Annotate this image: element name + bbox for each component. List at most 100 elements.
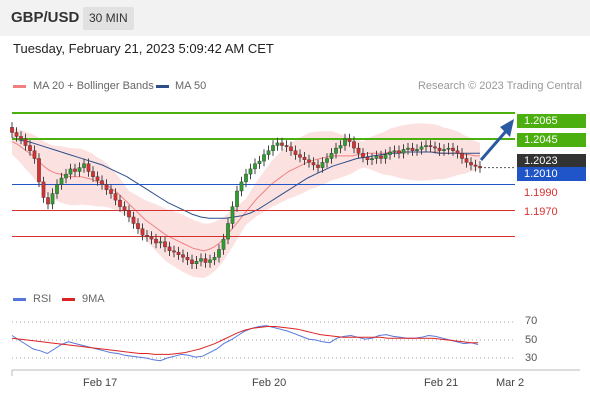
candle [451, 147, 455, 151]
level-label-1-2065: 1.2065 [517, 114, 586, 128]
candle [248, 168, 253, 175]
datetime-label: Tuesday, February 21, 2023 5:09:42 AM CE… [13, 41, 274, 56]
candle [127, 210, 131, 218]
candle [343, 138, 347, 146]
candle [235, 190, 239, 207]
rsi-ma-legend-swatch [62, 298, 75, 301]
candle [50, 193, 55, 205]
candle [212, 257, 217, 261]
candle [316, 164, 320, 168]
candle [154, 238, 158, 244]
candle [419, 146, 424, 150]
candle [410, 147, 415, 151]
candle [383, 154, 388, 159]
ma20-legend-label: MA 20 + Bollinger Bands [33, 80, 154, 92]
candle [37, 158, 41, 183]
candle [392, 150, 397, 153]
candle [149, 236, 154, 240]
candle [347, 138, 352, 142]
x-tick-feb-17: Feb 17 [83, 377, 118, 389]
candle [464, 158, 469, 163]
candle [91, 171, 95, 177]
rsi-ma-legend-label: 9MA [82, 293, 105, 305]
bollinger-band [12, 123, 480, 278]
forecast-arrow-shaft [479, 129, 509, 161]
credit-text: Research © 2023 Trading Central [417, 80, 582, 92]
candle [82, 163, 86, 168]
ma20-legend-swatch [13, 85, 26, 88]
rsi-tick-50: 50 [525, 334, 538, 346]
candle [433, 146, 437, 149]
candle [176, 251, 181, 255]
candle [77, 167, 82, 172]
candle [158, 241, 163, 244]
candle [275, 142, 280, 146]
candle [401, 149, 406, 154]
pair-title: GBP/USD [11, 9, 80, 26]
header-bar: GBP/USD 30 MIN [0, 0, 590, 36]
candle [109, 189, 113, 194]
candle [302, 156, 307, 160]
candle [32, 150, 37, 159]
candle [145, 234, 149, 237]
candle [307, 159, 311, 163]
rsi-line [11, 325, 479, 362]
candle [397, 150, 401, 154]
candle [239, 181, 244, 192]
candle [352, 141, 356, 149]
candle [19, 136, 23, 140]
candle [230, 206, 235, 224]
level-label-1-2045: 1.2045 [517, 133, 586, 147]
candle [289, 146, 293, 151]
rsi-legend-swatch [13, 298, 26, 301]
candle [190, 259, 194, 264]
candle [100, 180, 104, 185]
candle [257, 160, 262, 164]
level-label-1-1970: 1.1970 [524, 206, 558, 218]
candle [131, 216, 136, 224]
rsi-tick-30: 30 [525, 352, 538, 364]
candle [181, 254, 185, 258]
candle [469, 162, 473, 166]
candle [140, 228, 145, 236]
candle [442, 149, 446, 151]
candle [95, 176, 100, 181]
ma50-legend-swatch [156, 85, 169, 88]
candle [280, 142, 284, 146]
candle [262, 154, 266, 162]
x-tick-feb-20: Feb 20 [252, 377, 287, 389]
candle [329, 153, 334, 159]
candle [59, 177, 64, 185]
timeframe-badge[interactable]: 30 MIN [83, 7, 134, 30]
x-tick-mar-2: Mar 2 [496, 377, 525, 389]
candle [28, 145, 32, 151]
candle [460, 153, 464, 159]
candle [266, 150, 271, 155]
candle [365, 156, 370, 160]
candle [46, 197, 50, 205]
candle [428, 145, 433, 147]
candle [203, 258, 208, 263]
candle [41, 181, 46, 198]
candle [14, 132, 19, 137]
candle [23, 138, 28, 146]
candle [478, 166, 482, 168]
candle [406, 147, 410, 150]
candle [446, 147, 451, 150]
candle [221, 238, 226, 250]
candle [244, 173, 248, 183]
candle [271, 145, 275, 151]
candle [172, 250, 176, 253]
candle [374, 155, 379, 159]
candle [68, 168, 73, 175]
rsi-ma-line [11, 326, 478, 355]
level-label-1-2010: 1.2010 [517, 167, 586, 181]
candle [167, 246, 172, 251]
candle [253, 163, 257, 170]
candle [356, 147, 361, 154]
forecast-arrow-head [500, 119, 514, 137]
candle [163, 241, 167, 248]
candle [194, 261, 199, 265]
candle [64, 173, 68, 179]
candle [320, 162, 325, 168]
